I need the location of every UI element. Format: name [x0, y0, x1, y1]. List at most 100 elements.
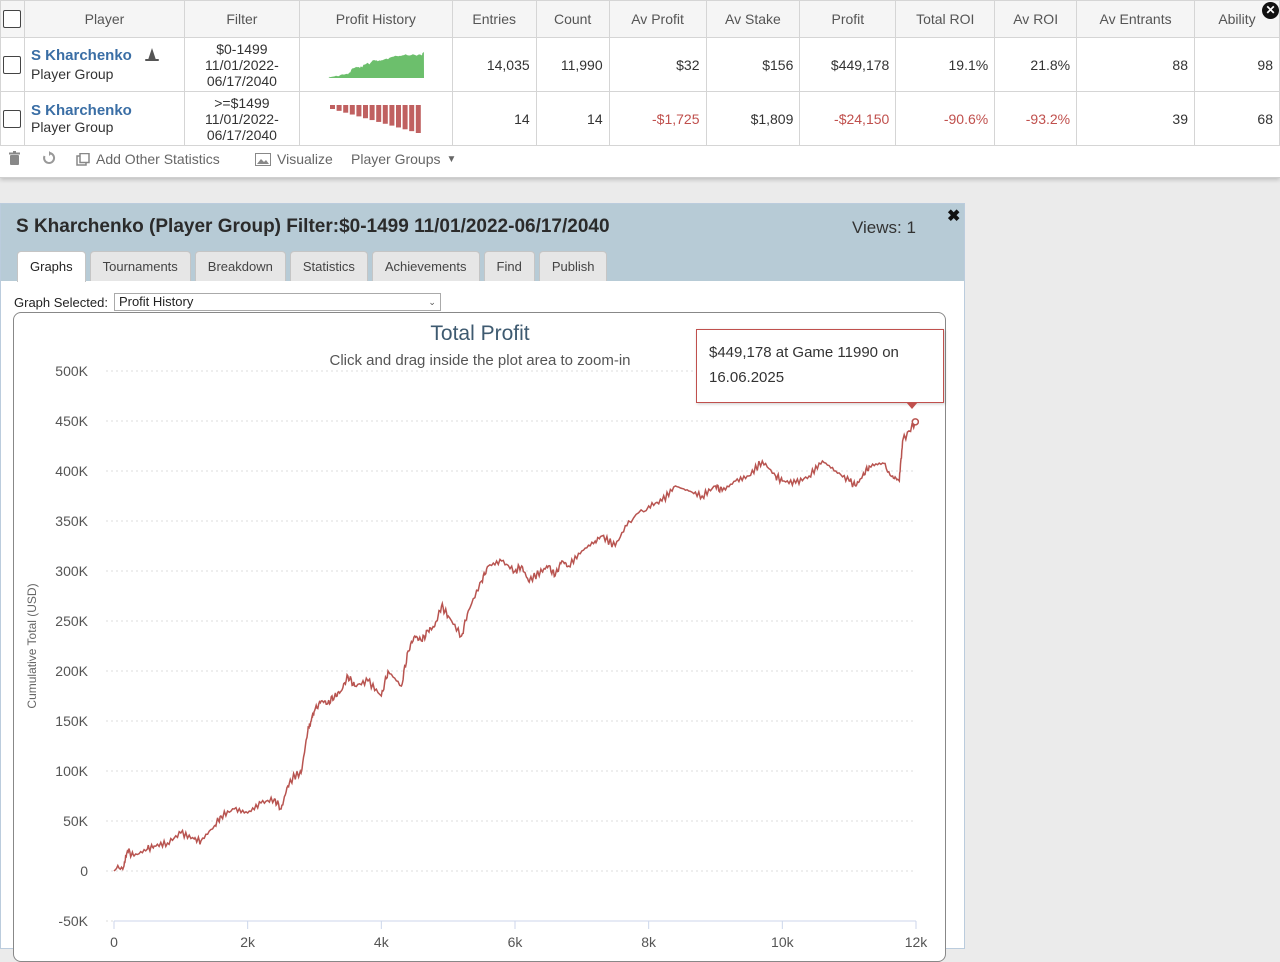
y-tick-label: 450K	[55, 413, 88, 429]
add-other-statistics-label: Add Other Statistics	[96, 151, 220, 167]
player-groups-dropdown[interactable]: Player Groups ▼	[351, 151, 456, 167]
col-profit[interactable]: Profit	[799, 0, 897, 38]
profit-history-cell[interactable]	[298, 37, 453, 92]
close-icon[interactable]: ✖	[947, 208, 961, 225]
profit-chart[interactable]: Total Profit Click and drag inside the pl…	[14, 313, 946, 962]
detail-window: S Kharchenko (Player Group) Filter:$0-14…	[0, 203, 965, 962]
x-tick-label: 2k	[240, 934, 256, 950]
close-icon[interactable]: ✕	[1262, 2, 1279, 19]
add-other-statistics-button[interactable]: Add Other Statistics	[76, 151, 220, 167]
table-row[interactable]: S Kharchenko Player Group >=$1499 11/01/…	[0, 91, 1280, 146]
col-total-roi[interactable]: Total ROI	[895, 0, 996, 38]
profit-sparkline[interactable]	[326, 50, 426, 80]
entries-cell: 14	[451, 91, 537, 146]
tab-tournaments[interactable]: Tournaments	[89, 251, 191, 281]
player-link[interactable]: S Kharchenko	[30, 102, 132, 119]
y-tick-label: 350K	[55, 513, 88, 529]
profit-series-line	[113, 421, 917, 872]
visualize-label: Visualize	[277, 151, 333, 167]
visualize-button[interactable]: Visualize	[255, 151, 333, 167]
col-count[interactable]: Count	[535, 0, 610, 38]
views-count: Views: 1	[852, 218, 916, 237]
chart-title: Total Profit	[430, 322, 529, 345]
detail-header: S Kharchenko (Player Group) Filter:$0-14…	[1, 204, 964, 282]
table-row[interactable]: S Kharchenko Player Group $0-1499 11/01/…	[0, 37, 1280, 92]
hover-point	[911, 418, 920, 426]
chart-tooltip: $449,178 at Game 11990 on 16.06.2025	[696, 329, 944, 403]
refresh-icon[interactable]	[42, 151, 56, 165]
filter-cell: >=$1499 11/01/2022-06/17/2040	[183, 91, 300, 146]
col-profit-history[interactable]: Profit History	[298, 0, 453, 38]
y-tick-label: 100K	[55, 763, 88, 779]
sparkline-bar	[382, 104, 388, 124]
profit-cell: $449,178	[799, 37, 897, 92]
x-tick-label: 12k	[905, 934, 929, 950]
col-av-profit[interactable]: Av Profit	[608, 0, 707, 38]
av-stake-cell: $1,809	[705, 91, 801, 146]
graph-select[interactable]: Profit History ⌄	[113, 293, 441, 311]
col-av-stake[interactable]: Av Stake	[705, 0, 801, 38]
x-tick-label: 0	[110, 934, 118, 950]
row-select-cell[interactable]	[0, 91, 25, 146]
sparkline-bar	[342, 104, 348, 113]
row-checkbox[interactable]	[3, 109, 21, 128]
av-entrants-cell: 88	[1076, 37, 1195, 92]
stats-panel: Player Filter Profit History Entries Cou…	[0, 0, 1280, 178]
col-player[interactable]: Player	[23, 0, 185, 38]
tab-breakdown[interactable]: Breakdown	[194, 251, 286, 281]
trash-icon[interactable]	[8, 151, 21, 165]
ability-cell: 68	[1194, 91, 1280, 146]
row-checkbox[interactable]	[3, 55, 21, 74]
tab-bar: Graphs Tournaments Breakdown Statistics …	[17, 251, 608, 282]
stats-table: Player Filter Profit History Entries Cou…	[0, 0, 1280, 146]
y-tick-label: 250K	[55, 613, 88, 629]
profit-history-cell[interactable]	[298, 91, 453, 146]
filter-text: >=$1499 11/01/2022-06/17/2040	[205, 94, 279, 143]
av-profit-cell: $32	[608, 37, 707, 92]
col-entries[interactable]: Entries	[451, 0, 537, 38]
av-roi-cell: 21.8%	[994, 37, 1078, 92]
select-all-cell[interactable]	[0, 0, 25, 38]
count-cell: 11,990	[535, 37, 610, 92]
player-link[interactable]: S Kharchenko	[30, 47, 132, 64]
chart-container[interactable]: Total Profit Click and drag inside the pl…	[13, 312, 946, 962]
row-select-cell[interactable]	[0, 37, 25, 92]
tab-publish[interactable]: Publish	[538, 251, 608, 281]
select-all-checkbox[interactable]	[3, 10, 22, 29]
y-axis-label: Cumulative Total (USD)	[25, 583, 39, 708]
table-header-row: Player Filter Profit History Entries Cou…	[0, 0, 1280, 38]
profit-sparkline[interactable]	[326, 104, 426, 134]
av-roi-cell: -93.2%	[994, 91, 1078, 146]
sparkline-area	[327, 51, 424, 78]
sparkline-bar	[369, 104, 375, 120]
col-av-entrants[interactable]: Av Entrants	[1076, 0, 1195, 38]
sparkline-bar	[415, 104, 421, 133]
x-tick-label: 6k	[508, 934, 524, 950]
player-groups-label: Player Groups	[351, 151, 441, 167]
col-filter[interactable]: Filter	[183, 0, 300, 38]
y-tick-label: 200K	[55, 663, 88, 679]
sparkline-bar	[375, 104, 381, 122]
sparkline-bar	[402, 104, 408, 129]
wizard-hat-icon	[144, 47, 160, 66]
y-tick-label: 400K	[55, 463, 88, 479]
y-tick-label: -50K	[58, 913, 88, 929]
player-group-label: Player Group	[30, 66, 114, 82]
sparkline-bar	[349, 104, 355, 115]
total-roi-cell: 19.1%	[895, 37, 996, 92]
graph-selected-label: Graph Selected:	[14, 294, 108, 310]
tooltip-pointer	[906, 402, 918, 409]
tab-achievements[interactable]: Achievements	[371, 251, 480, 281]
tab-graphs[interactable]: Graphs	[17, 251, 86, 282]
detail-title: S Kharchenko (Player Group) Filter:$0-14…	[16, 216, 610, 237]
chevron-down-icon: ⌄	[428, 297, 436, 307]
player-cell: S Kharchenko Player Group	[23, 37, 185, 92]
sparkline-bar	[356, 104, 362, 116]
graph-select-row: Graph Selected: Profit History ⌄	[14, 293, 441, 311]
ability-cell: 98	[1194, 37, 1280, 92]
caret-down-icon: ▼	[446, 153, 457, 165]
col-av-roi[interactable]: Av ROI	[994, 0, 1078, 38]
tab-statistics[interactable]: Statistics	[289, 251, 368, 281]
x-tick-label: 8k	[641, 934, 657, 950]
tab-find[interactable]: Find	[483, 251, 535, 281]
